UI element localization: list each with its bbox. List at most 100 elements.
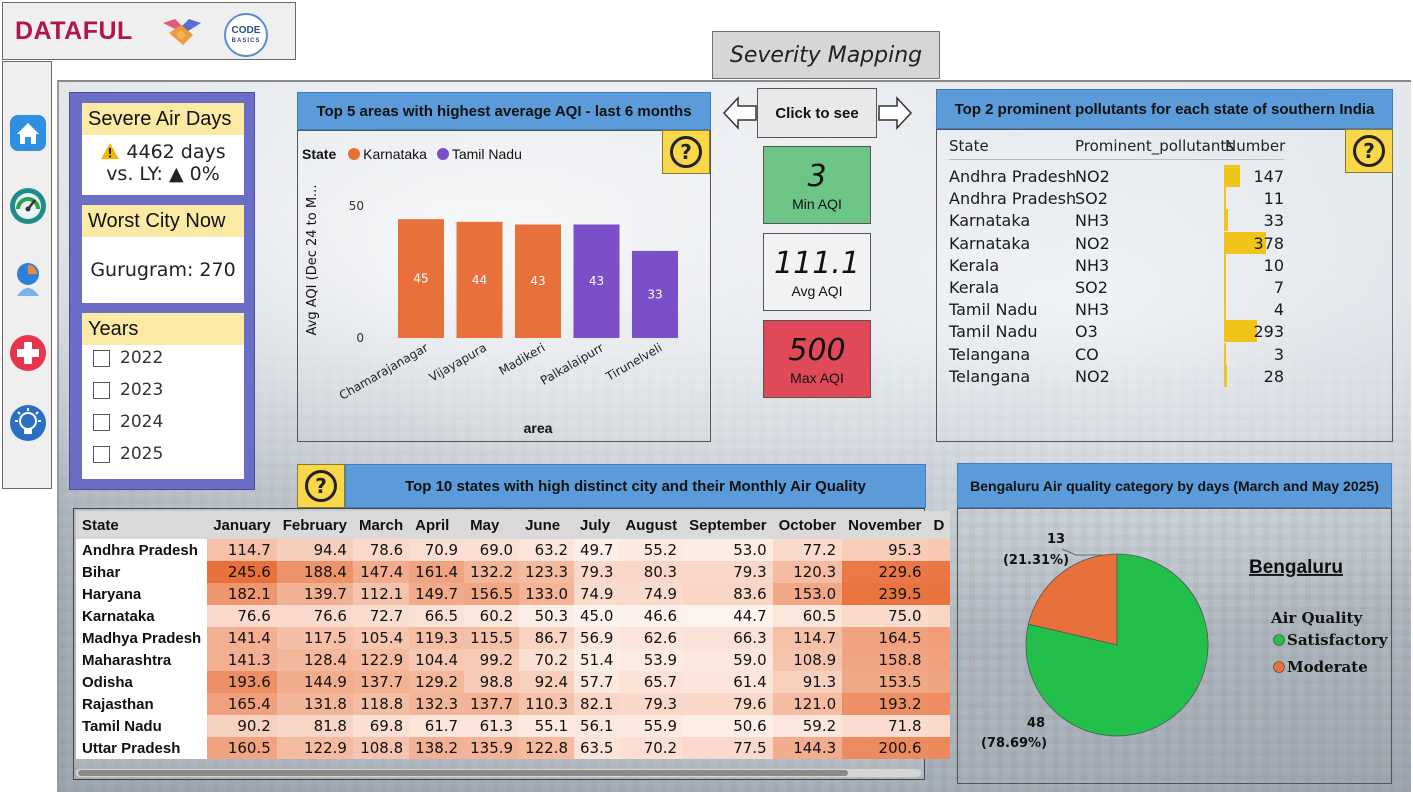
cell-state: Tamil Nadu	[949, 322, 1038, 342]
truncated-cell	[927, 561, 951, 583]
col-header[interactable]: April	[409, 511, 465, 539]
pollutant-row[interactable]: Andhra Pradesh NO2 147	[949, 165, 1284, 187]
col-header[interactable]: September	[683, 511, 773, 539]
table-row[interactable]: Haryana 182.1 139.7 112.1 149.7 156.5 133.0 74.…	[76, 583, 951, 605]
legend-tamil-nadu[interactable]: Tamil Nadu	[436, 146, 522, 162]
pollutant-row[interactable]: Kerala SO2 7	[949, 276, 1284, 298]
col-header[interactable]: October	[772, 511, 843, 539]
value-cell: 63.2	[519, 539, 575, 561]
bar-value-label[interactable]: 44	[472, 273, 487, 287]
bar-tirunelveli[interactable]	[632, 250, 678, 338]
avg-aqi-value: 111.1	[774, 246, 860, 281]
table-row[interactable]: Karnataka 76.6 76.6 72.7 66.5 60.2 50.3 45.0 46.…	[76, 605, 951, 627]
profile-icon[interactable]	[9, 260, 47, 298]
slice-pct-label: (21.31%)	[1003, 553, 1069, 568]
col-header[interactable]: August	[619, 511, 684, 539]
value-cell: 239.5	[842, 583, 928, 605]
table-row[interactable]: Uttar Pradesh 160.5 122.9 108.8 138.2 135.9 12…	[76, 737, 951, 759]
heat-table-body: Andhra Pradesh 114.7 94.4 78.6 70.9 69.0 63.2 4…	[76, 539, 951, 759]
value-cell: 59.2	[772, 715, 843, 737]
x-tick-label: Chamarajanagar	[337, 340, 431, 402]
bar-value-label[interactable]: 45	[413, 272, 428, 286]
pie-slice-moderate[interactable]	[1027, 553, 1118, 646]
value-cell: 79.3	[574, 561, 620, 583]
pollutant-row[interactable]: Telangana NO2 28	[949, 364, 1284, 387]
bar-value-label[interactable]: 43	[530, 274, 545, 288]
table-row[interactable]: Madhya Pradesh 141.4 117.5 105.4 119.3 115.5 8…	[76, 627, 951, 649]
click-to-see-button[interactable]: Click to see	[757, 88, 877, 138]
gauge-icon[interactable]	[9, 187, 47, 225]
year-option-2025[interactable]: 2025	[93, 444, 163, 464]
col-header[interactable]: July	[574, 511, 620, 539]
cell-state: Kerala	[949, 278, 1000, 297]
bar-madikeri[interactable]	[515, 224, 561, 338]
health-plus-icon[interactable]	[9, 334, 47, 372]
col-header[interactable]: D	[927, 511, 951, 539]
legend-swatch	[348, 148, 361, 160]
col-prominent-pollutants[interactable]: Prominent_pollutants	[1075, 137, 1235, 155]
col-number[interactable]: Number	[1225, 137, 1286, 155]
checkbox[interactable]	[93, 445, 110, 463]
checkbox[interactable]	[93, 381, 110, 399]
bar-vijayapura[interactable]	[456, 221, 503, 338]
cell-number: 7	[1273, 278, 1284, 297]
horizontal-scrollbar[interactable]	[76, 769, 921, 777]
checkbox[interactable]	[93, 413, 110, 431]
col-header[interactable]: State	[76, 511, 208, 539]
col-header[interactable]: March	[352, 511, 410, 539]
cell-pollutant: NO2	[1075, 366, 1110, 386]
arrow-right-icon[interactable]	[877, 96, 913, 130]
value-cell: 165.4	[207, 693, 277, 715]
legend-item-satisfactory[interactable]: Satisfactory	[1287, 631, 1389, 649]
col-header[interactable]: February	[276, 511, 353, 539]
bar-chamarajanagar[interactable]	[398, 219, 444, 338]
legend-karnataka[interactable]: Karnataka	[348, 146, 427, 162]
checkbox[interactable]	[93, 349, 110, 367]
pollutant-row[interactable]: Tamil Nadu O3 293	[949, 320, 1284, 343]
severity-mapping-tab[interactable]: Severity Mapping	[712, 31, 940, 79]
slice-count-label: 48	[1027, 716, 1045, 731]
pollutant-row[interactable]: Karnataka NO2 378	[949, 231, 1284, 254]
year-option-2023[interactable]: 2023	[93, 380, 163, 400]
pollutant-row[interactable]: Tamil Nadu NH3 4	[949, 298, 1284, 321]
bar-value-label[interactable]: 33	[647, 287, 662, 301]
col-header[interactable]: November	[842, 511, 928, 539]
y-axis-label: Avg AQI (Dec 24 to M...	[305, 185, 320, 336]
table-row[interactable]: Maharashtra 141.3 128.4 122.9 104.4 99.2 70.2 5…	[76, 649, 951, 671]
pollutants-help-button[interactable]: ?	[1345, 129, 1393, 173]
value-cell: 51.4	[574, 649, 620, 671]
col-header[interactable]: May	[464, 511, 520, 539]
value-cell: 118.8	[352, 693, 410, 715]
arrow-left-icon[interactable]	[722, 96, 758, 130]
avg-aqi-label: Avg AQI	[791, 283, 843, 299]
value-cell: 122.9	[352, 649, 410, 671]
table-row[interactable]: Odisha 193.6 144.9 137.7 129.2 98.8 92.4 57.7 65…	[76, 671, 951, 693]
year-option-2024[interactable]: 2024	[93, 412, 163, 432]
value-cell: 91.3	[772, 671, 843, 693]
table-row[interactable]: Rajasthan 165.4 131.8 118.8 132.3 137.7 110.3 8…	[76, 693, 951, 715]
table-row[interactable]: Andhra Pradesh 114.7 94.4 78.6 70.9 69.0 63.2 4…	[76, 539, 951, 561]
pollutant-row[interactable]: Telangana CO 3	[949, 342, 1284, 365]
pollutant-row[interactable]: Kerala NH3 10	[949, 253, 1284, 276]
bar-palkalaipurr[interactable]	[573, 224, 620, 338]
pie-slice-satisfactory[interactable]	[1025, 553, 1209, 737]
bar-value-label[interactable]: 43	[589, 274, 604, 288]
severe-air-days-title: Severe Air Days	[82, 103, 244, 135]
year-option-2022[interactable]: 2022	[93, 348, 163, 368]
home-icon[interactable]	[9, 114, 47, 152]
col-header[interactable]: January	[207, 511, 277, 539]
legend-item-moderate[interactable]: Moderate	[1287, 658, 1368, 676]
idea-bulb-icon[interactable]	[9, 404, 47, 442]
col-state[interactable]: State	[949, 137, 989, 155]
scrollbar-thumb[interactable]	[78, 770, 848, 776]
col-header[interactable]: June	[519, 511, 575, 539]
pollutant-row[interactable]: Karnataka NH3 33	[949, 209, 1284, 232]
table-row[interactable]: Bihar 245.6 188.4 147.4 161.4 132.2 123.3 79.3 8…	[76, 561, 951, 583]
table-row[interactable]: Tamil Nadu 90.2 81.8 69.8 61.7 61.3 55.1 56.1 55…	[76, 715, 951, 737]
top5-help-button[interactable]: ?	[662, 130, 710, 174]
monthly-help-button[interactable]: ?	[297, 464, 345, 508]
pollutants-panel	[936, 129, 1393, 442]
pollutant-row[interactable]: Andhra Pradesh SO2 11	[949, 187, 1284, 210]
value-cell: 115.5	[464, 627, 520, 649]
value-cell: 53.9	[619, 649, 684, 671]
